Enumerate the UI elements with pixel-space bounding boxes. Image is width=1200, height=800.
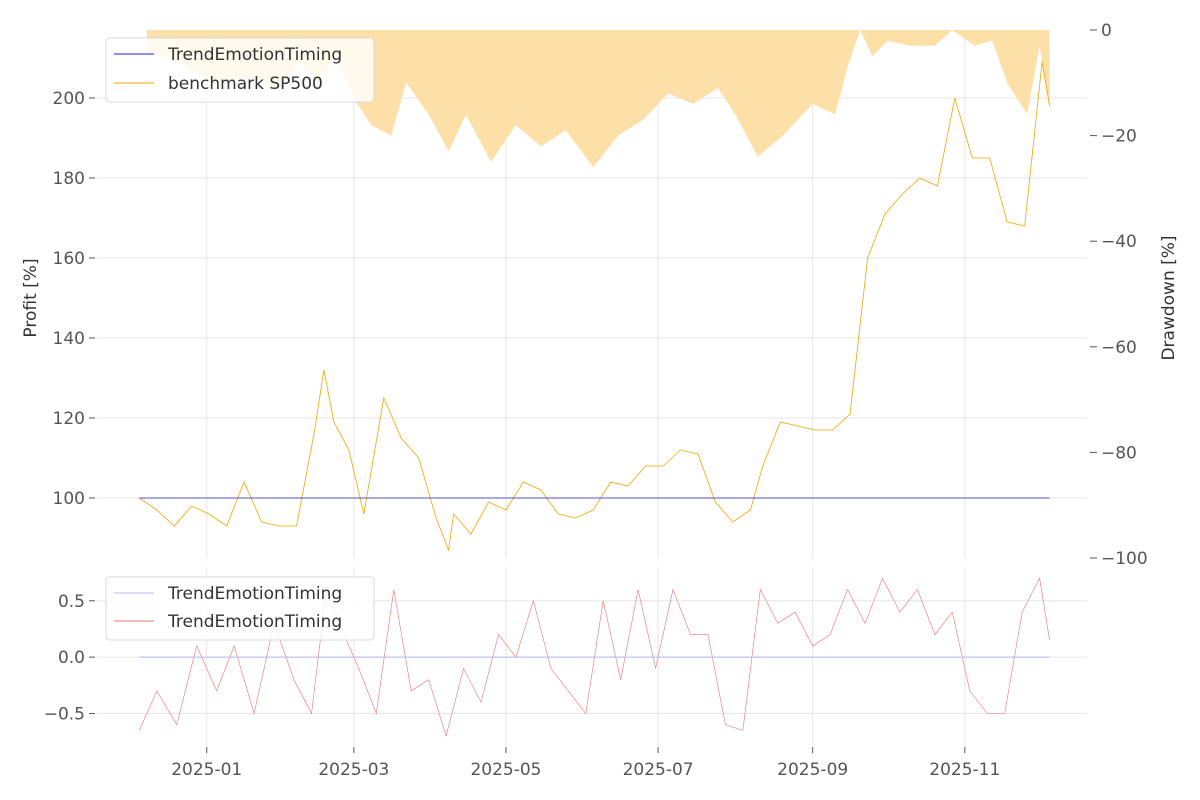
profit-legend: TrendEmotionTiming benchmark SP500	[105, 37, 375, 103]
drawdown-tick-label: −80	[1101, 443, 1137, 463]
drawdown-y-ticks: 0 −20 −40 −60 −80 −100	[1090, 21, 1148, 569]
profit-tick-label: 100	[53, 489, 85, 509]
oscillator-tick-label: −0.5	[44, 704, 85, 724]
drawdown-tick-label: −20	[1101, 127, 1137, 147]
legend-label-benchmark: benchmark SP500	[168, 74, 323, 94]
date-tick-label: 2025-05	[470, 760, 541, 780]
profit-tick-label: 200	[53, 89, 85, 109]
benchmark-sp500-line	[139, 61, 1050, 552]
oscillator-y-ticks: −0.5 0.0 0.5	[44, 592, 95, 724]
profit-lines-layer	[139, 61, 1050, 552]
oscillator-tick-label: 0.0	[58, 648, 85, 668]
drawdown-tick-label: −100	[1101, 549, 1148, 569]
profit-tick-label: 180	[53, 169, 85, 189]
date-tick-label: 2025-09	[777, 760, 848, 780]
profit-tick-label: 160	[53, 249, 85, 269]
oscillator-signal-line	[139, 577, 1050, 738]
drawdown-tick-label: −60	[1101, 338, 1137, 358]
oscillator-legend-box	[105, 576, 375, 641]
drawdown-tick-label: 0	[1101, 21, 1112, 41]
oscillator-lines-layer	[139, 577, 1050, 738]
date-tick-label: 2025-03	[318, 760, 389, 780]
profit-axis-label: Profit [%]	[21, 258, 41, 337]
oscillator-tick-label: 0.5	[58, 592, 85, 612]
profit-tick-label: 120	[53, 409, 85, 429]
profit-y-ticks: 100 120 140 160 180 200	[53, 89, 95, 509]
date-tick-label: 2025-11	[929, 760, 1000, 780]
drawdown-axis-label: Drawdown [%]	[1159, 235, 1179, 360]
profit-legend-box	[105, 37, 375, 103]
oscillator-legend: TrendEmotionTiming TrendEmotionTiming	[105, 576, 375, 641]
profit-tick-label: 140	[53, 329, 85, 349]
date-tick-label: 2025-01	[171, 760, 242, 780]
date-x-ticks: 2025-01 2025-03 2025-05 2025-07 2025-09 2025-…	[171, 747, 1000, 780]
date-tick-label: 2025-07	[623, 760, 694, 780]
drawdown-tick-label: −40	[1101, 232, 1137, 252]
legend-label-oscillator-signal: TrendEmotionTiming	[167, 612, 342, 632]
legend-label-strategy: TrendEmotionTiming	[167, 45, 342, 65]
legend-label-oscillator-strategy: TrendEmotionTiming	[167, 584, 342, 604]
